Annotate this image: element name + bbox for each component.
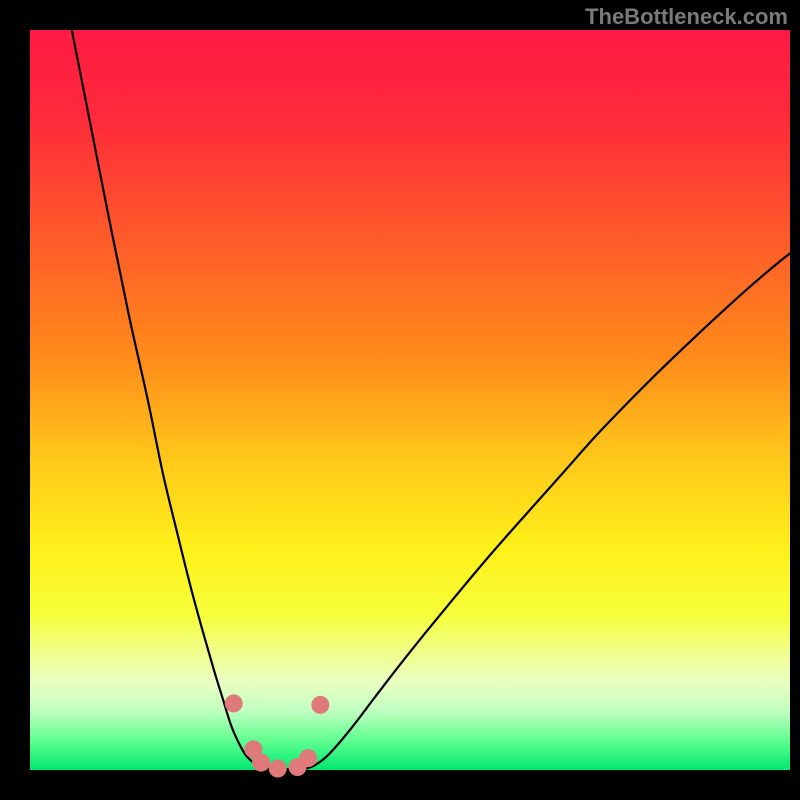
chart-plot-area — [30, 30, 790, 770]
marker-point — [252, 754, 270, 772]
marker-point — [299, 749, 317, 767]
marker-point — [225, 694, 243, 712]
bottleneck-chart: TheBottleneck.com — [0, 0, 800, 800]
marker-point — [269, 760, 287, 778]
watermark-text: TheBottleneck.com — [585, 4, 788, 29]
marker-point — [311, 696, 329, 714]
chart-svg: TheBottleneck.com — [0, 0, 800, 800]
